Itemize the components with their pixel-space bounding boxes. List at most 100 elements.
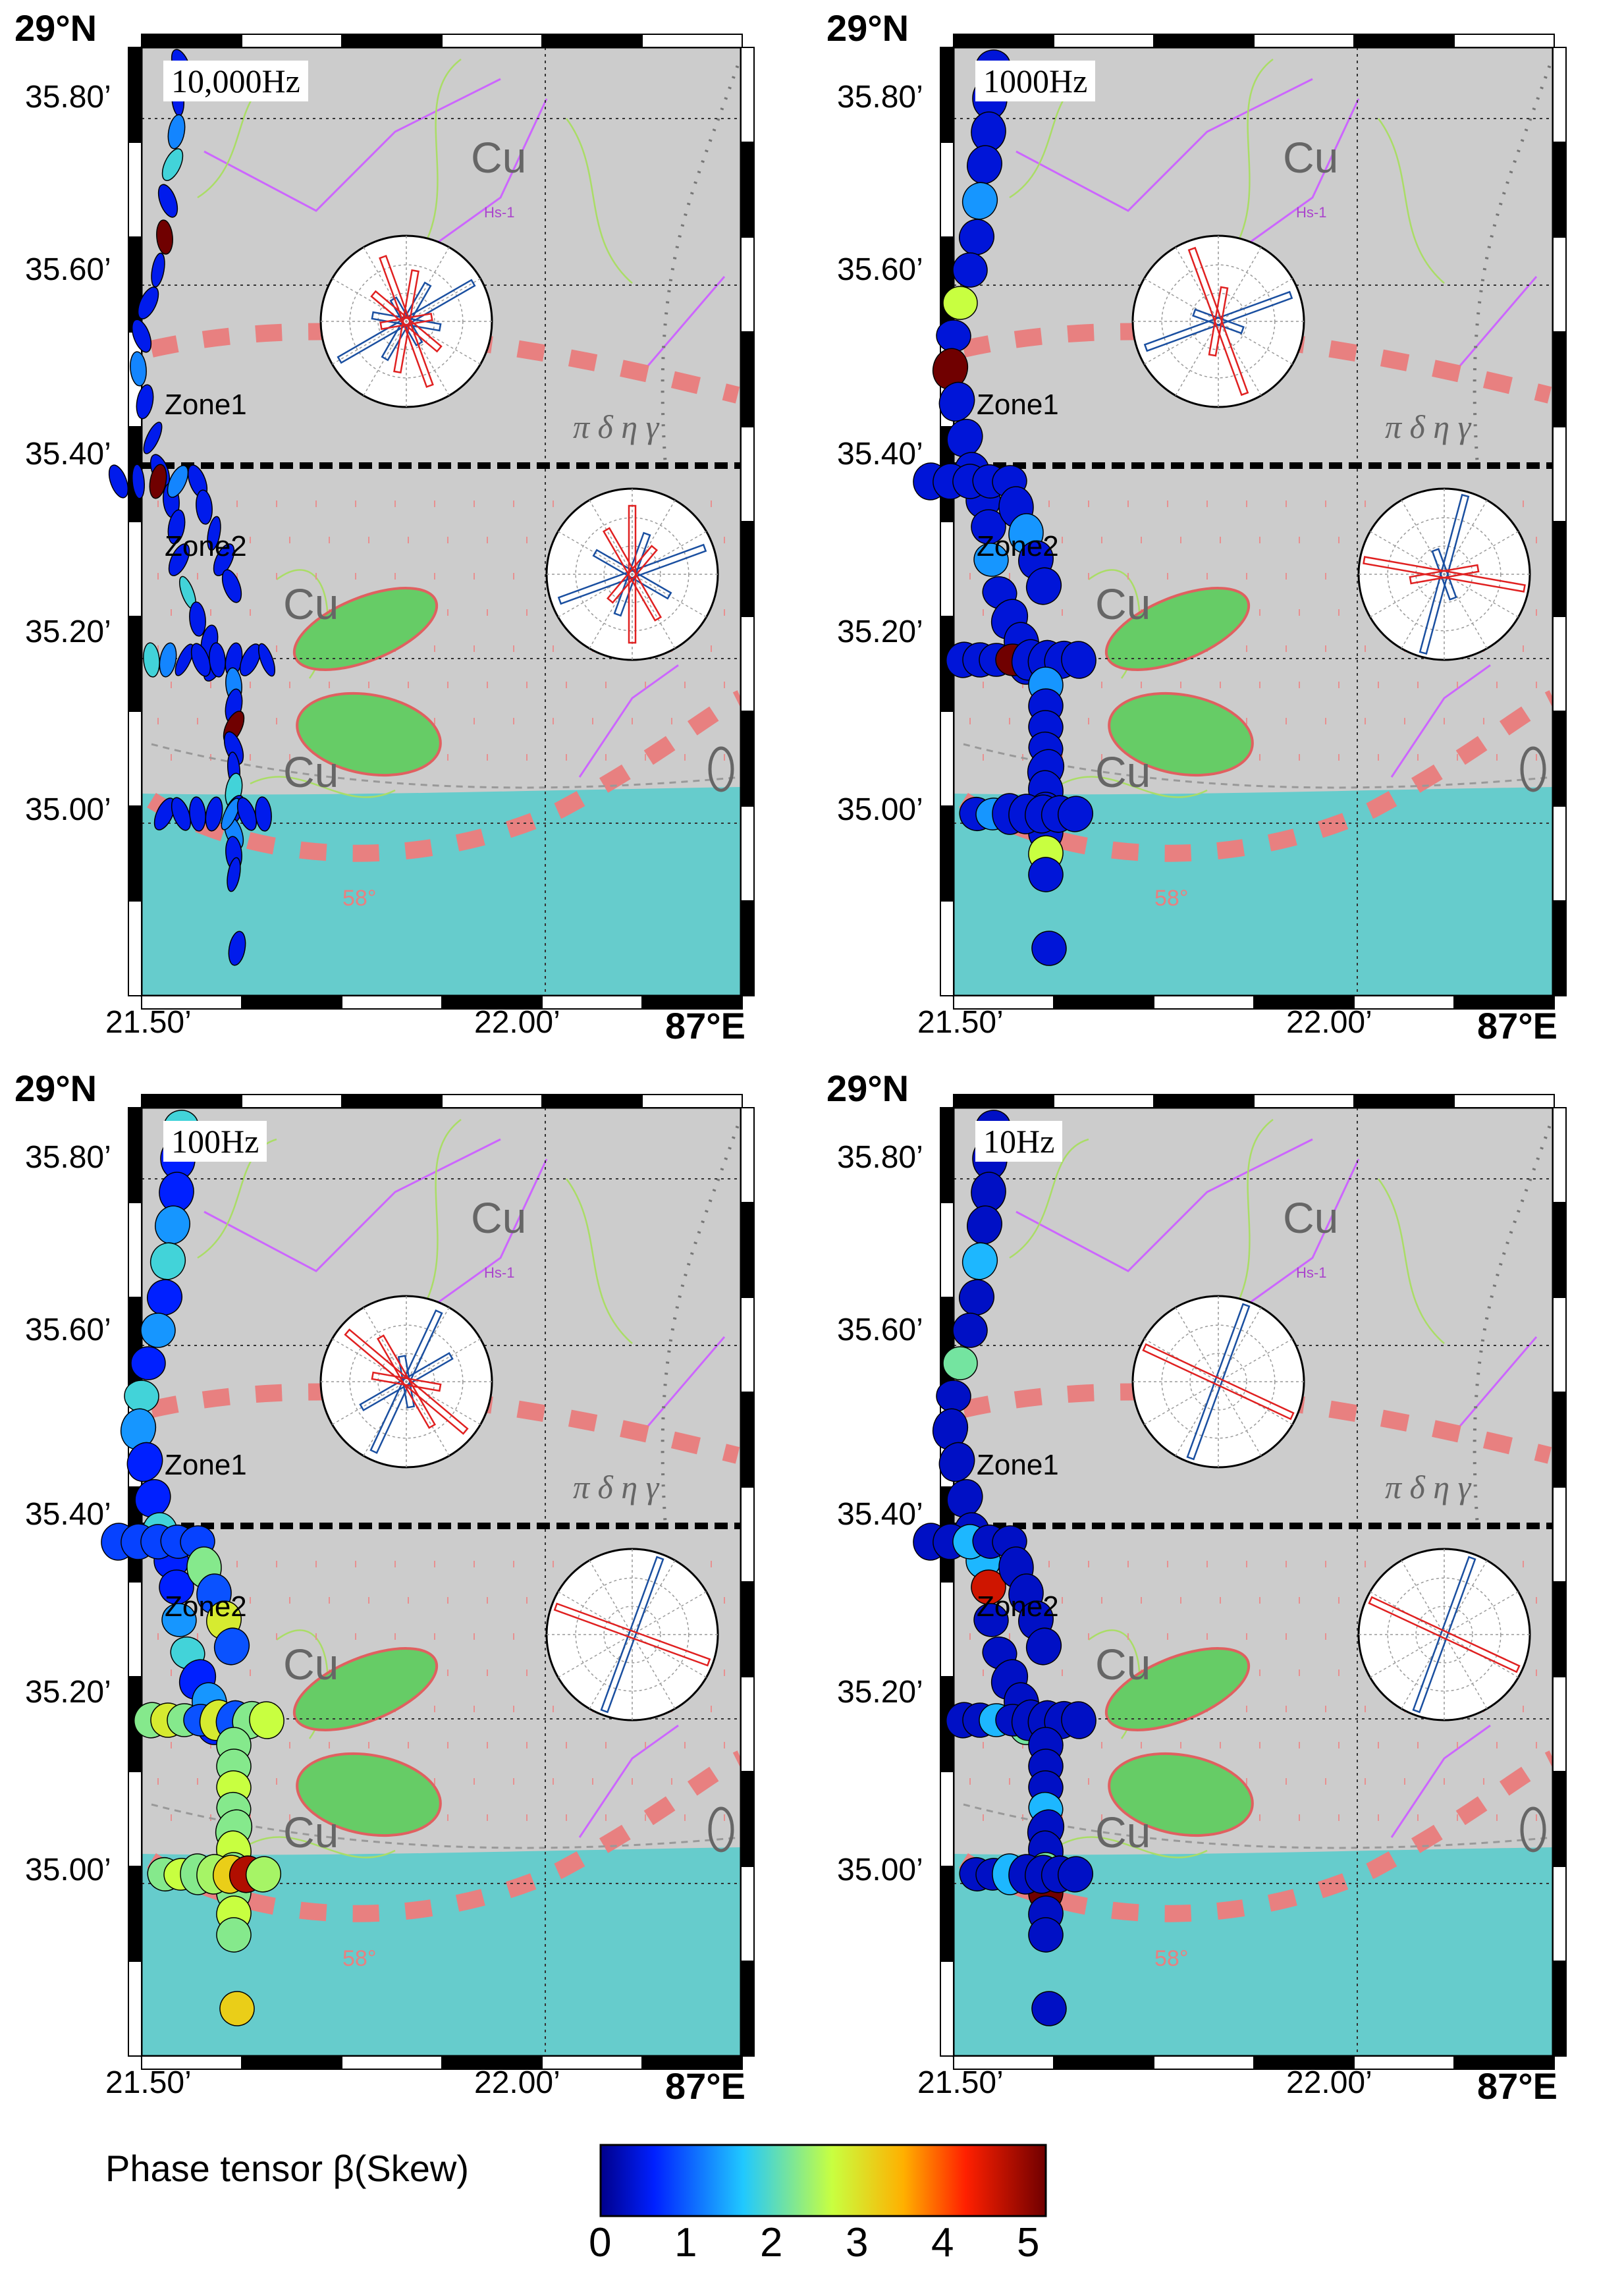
left-border-segment: [940, 47, 954, 143]
lon-tick: 22.00’: [1286, 1005, 1372, 1040]
boundary-dashed-gray: [151, 1803, 742, 1849]
left-border-segment: [940, 1107, 954, 1203]
fault-lines-purple: [203, 78, 726, 778]
sea-region: [954, 787, 1553, 996]
lon-tick: 22.00’: [1286, 2065, 1372, 2100]
station-ellipse: [1031, 1991, 1067, 2026]
colorbar-tick: 0: [589, 2220, 612, 2265]
top-border-segment: [1153, 1094, 1255, 1108]
station-ellipse: [1057, 1856, 1094, 1893]
station-ellipse: [1061, 641, 1096, 679]
rose-ring: [575, 1577, 690, 1692]
hs1-label: Hs-1: [484, 204, 514, 221]
right-border-segment: [740, 1961, 755, 2057]
rose-spoke: [558, 531, 707, 618]
station-ellipse: [938, 381, 975, 422]
fault-lines-purple: [1015, 78, 1538, 778]
station-ellipse: [221, 798, 240, 830]
rose-ring: [349, 264, 464, 379]
station-ellipse: [952, 1313, 988, 1348]
rose-spoke: [1144, 278, 1293, 365]
station-ellipse: [205, 796, 223, 832]
station-ellipse: [137, 286, 159, 319]
rose-petal: [1208, 286, 1229, 357]
rose-petal: [371, 1371, 442, 1392]
station-ellipse: [228, 931, 246, 966]
fault-lines-purple: [203, 1138, 726, 1838]
right-border-segment: [1552, 1297, 1567, 1393]
station-ellipse: [213, 543, 235, 576]
top-border-segment: [441, 34, 543, 48]
station-ellipse: [108, 464, 129, 499]
rose-petal: [1192, 308, 1245, 335]
left-border-segment: [128, 711, 142, 807]
fault-south-dashed: [959, 690, 1557, 862]
right-border-segment: [740, 711, 755, 807]
bottom-border-segment: [241, 995, 342, 1010]
contour-lines-green: [1009, 59, 1445, 798]
cu-label-middle: Cu: [1095, 1640, 1150, 1689]
rose-spoke: [1370, 1591, 1519, 1678]
colorbar-tick: 5: [1017, 2220, 1040, 2265]
right-border-segment: [740, 900, 755, 996]
boundary-dashed-gray: [963, 743, 1554, 789]
station-ellipse: [942, 1346, 978, 1380]
lon-tick: 21.50’: [105, 1005, 192, 1040]
right-border-segment: [740, 47, 755, 143]
lat-tick: 35.80’: [25, 80, 111, 115]
station-ellipse: [161, 148, 184, 181]
lat-header: 29°N: [826, 1068, 909, 1109]
rose-diagram-zone1: [319, 234, 493, 408]
cu-label-south: Cu: [283, 1808, 338, 1856]
fold-symbol: [708, 746, 734, 792]
rose-ring: [1189, 292, 1247, 350]
rose-ring: [603, 1606, 661, 1664]
zone1-label: Zone1: [165, 1449, 247, 1481]
lat-tick: 35.00’: [837, 1853, 923, 1887]
right-border-segment: [1552, 900, 1567, 996]
lon-tick: 22.00’: [474, 2065, 560, 2100]
left-border-segment: [940, 1202, 954, 1298]
intrusion-north: [1104, 587, 1251, 671]
top-border-segment: [1353, 34, 1455, 48]
intrusion-south: [296, 691, 442, 777]
rose-diagram-zone2: [1357, 1548, 1531, 1721]
cu-label-north: Cu: [1283, 1193, 1338, 1242]
rose-ring: [1415, 1606, 1473, 1664]
top-border-segment: [241, 1094, 342, 1108]
contour-lines-green: [1009, 1119, 1445, 1858]
left-border-segment: [940, 1961, 954, 2057]
colorbar-tick: 2: [760, 2220, 783, 2265]
station-ellipse: [209, 642, 226, 678]
right-border-segment: [740, 426, 755, 522]
colorbar: [599, 2144, 1047, 2217]
top-border-segment: [441, 1094, 543, 1108]
boundary-dashed-gray: [963, 1803, 1554, 1849]
lat-tick: 35.40’: [25, 1497, 111, 1532]
left-border-segment: [128, 900, 142, 996]
lat-tick: 35.20’: [837, 1675, 923, 1710]
right-border-segment: [1552, 47, 1567, 143]
bottom-border-segment: [1053, 995, 1154, 1010]
zone2-label: Zone2: [165, 1590, 247, 1623]
station-ellipse: [942, 286, 978, 320]
dip-angle-label: 58°: [1154, 1946, 1188, 1971]
lon-tick: 21.50’: [105, 2065, 192, 2100]
left-border-segment: [128, 47, 142, 143]
station-ellipse: [167, 509, 186, 545]
station-ellipse: [167, 465, 189, 498]
left-border-segment: [940, 142, 954, 238]
cu-label-south: Cu: [1095, 747, 1150, 796]
right-border-segment: [740, 1676, 755, 1772]
right-border-segment: [1552, 616, 1567, 712]
station-ellipse: [196, 489, 213, 525]
rose-diagram-zone1: [319, 1295, 493, 1469]
lat-tick: 35.40’: [837, 1497, 923, 1532]
rock-unit-label: π δ η γ: [573, 1469, 660, 1505]
station-ellipse: [130, 351, 147, 387]
right-border-segment: [1552, 331, 1567, 427]
right-border-segment: [1552, 1202, 1567, 1298]
